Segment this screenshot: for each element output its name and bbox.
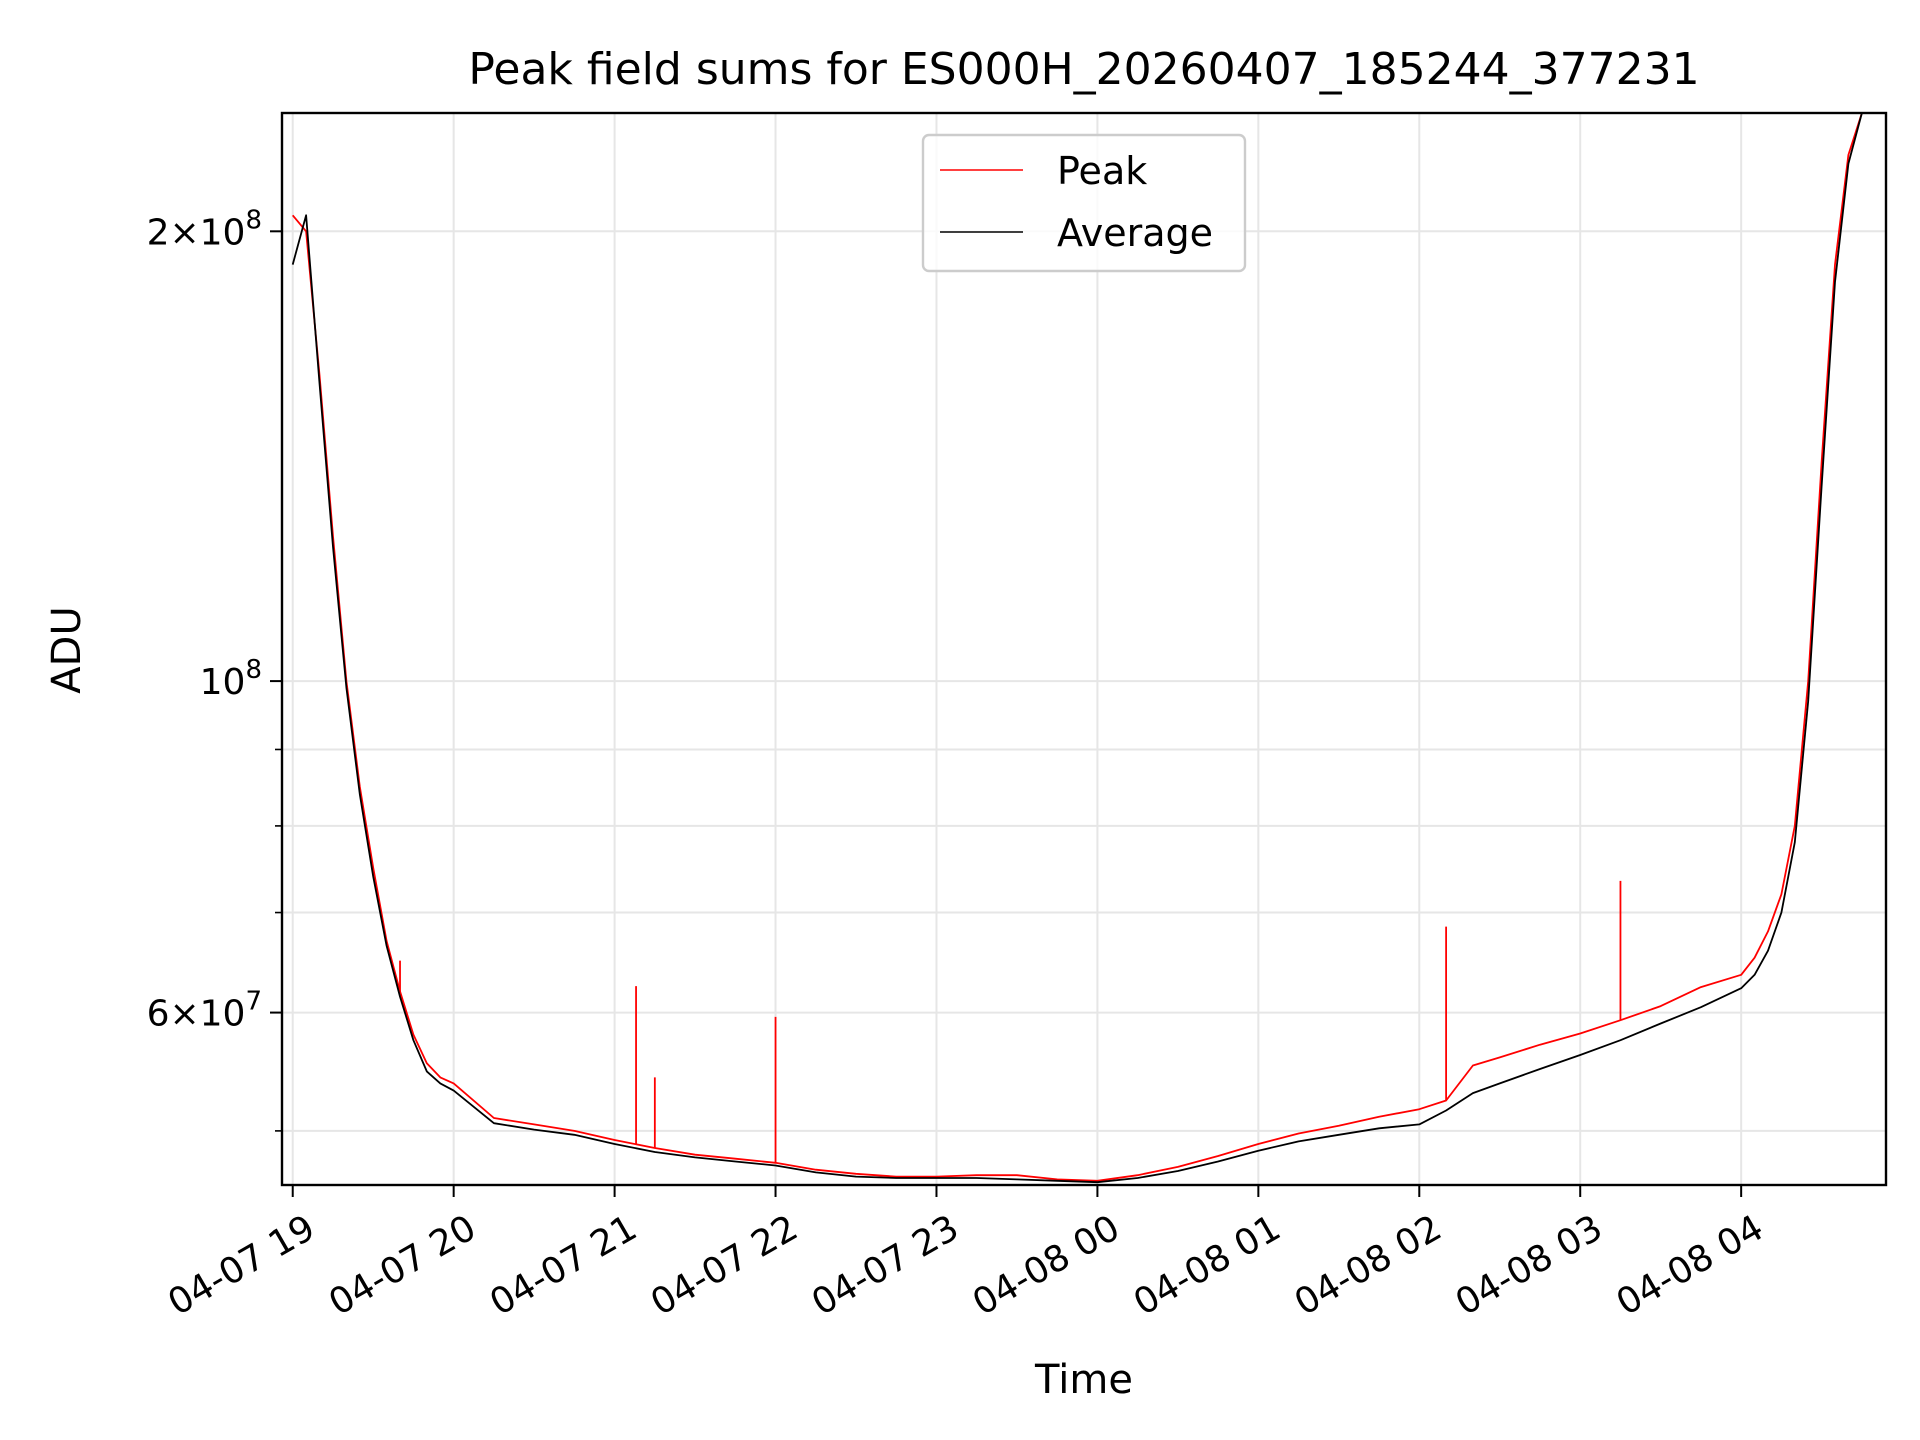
y-tick-label: 2×108 xyxy=(147,205,262,253)
y-tick-label: 6×107 xyxy=(147,987,262,1035)
series-line-peak xyxy=(292,113,1863,1182)
legend: Peak Average xyxy=(921,133,1247,273)
plot-frame xyxy=(280,111,1888,1187)
series-layer xyxy=(291,113,1863,1184)
legend-label-average: Average xyxy=(1057,211,1213,255)
series-line-average xyxy=(291,113,1863,1184)
x-axis-label: Time xyxy=(1034,1357,1133,1403)
legend-label-peak: Peak xyxy=(1057,149,1147,193)
chart-title: Peak field sums for ES000H_20260407_1852… xyxy=(468,44,1699,95)
legend-box xyxy=(921,133,1247,273)
y-axis-label: ADU xyxy=(44,606,90,693)
